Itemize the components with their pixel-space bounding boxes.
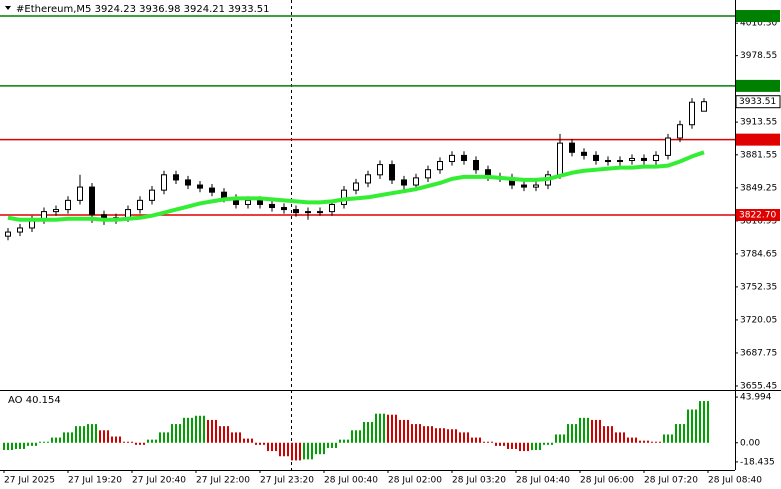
- current-price-label: 3933.51: [739, 97, 776, 107]
- candle-body: [377, 164, 383, 176]
- x-tick-label: 28 Jul 08:40: [708, 476, 762, 486]
- candle-body: [65, 199, 71, 211]
- y-tick-label: 3816.95: [740, 216, 777, 226]
- candle-body: [533, 184, 539, 188]
- candle-body: [461, 154, 467, 161]
- candle-body: [677, 124, 683, 139]
- x-tick-label: 28 Jul 00:40: [324, 476, 378, 486]
- x-tick-label: 28 Jul 07:20: [644, 476, 698, 486]
- candle-body: [353, 182, 359, 191]
- price-level-label-bg: [736, 10, 780, 23]
- y-tick-label: 3978.55: [740, 51, 777, 61]
- x-tick-label: 27 Jul 19:20: [68, 476, 122, 486]
- menu-arrow: [5, 6, 11, 10]
- y-tick-label: 3849.25: [740, 183, 777, 193]
- candle-body: [365, 174, 371, 184]
- candle-body: [629, 157, 635, 161]
- candle-body: [305, 211, 311, 214]
- x-tick-label: 28 Jul 04:40: [516, 476, 570, 486]
- candle-body: [161, 174, 167, 191]
- y-tick-label: 3913.55: [740, 118, 777, 128]
- candle-body: [665, 137, 671, 156]
- y-tick-label: 3881.55: [740, 150, 777, 160]
- candle-body: [281, 207, 287, 211]
- price-level-label: 3822.70: [739, 210, 776, 220]
- current-price-bg: [735, 95, 781, 109]
- x-tick-label: 27 Jul 20:40: [132, 476, 186, 486]
- indicator-title: AO 40.154: [8, 395, 61, 406]
- candle-body: [17, 227, 23, 233]
- candle-body: [581, 151, 587, 156]
- candle-body: [401, 179, 407, 186]
- candle-body: [329, 203, 335, 213]
- candle-body: [449, 154, 455, 163]
- y-tick-label: 3720.05: [740, 315, 777, 325]
- candle-body: [209, 187, 215, 193]
- candle-body: [125, 209, 131, 219]
- indicator-y-tick-label: 43.994: [740, 393, 772, 403]
- candle-body: [269, 203, 275, 209]
- candle-body: [293, 209, 299, 214]
- x-tick-label: 28 Jul 02:00: [388, 476, 442, 486]
- candle-body: [617, 159, 623, 163]
- candle-body: [437, 161, 443, 171]
- candle-body: [653, 154, 659, 161]
- candle-body: [317, 211, 323, 214]
- candle-body: [701, 101, 707, 112]
- candle-body: [245, 199, 251, 205]
- candle-body: [473, 159, 479, 171]
- x-tick-label: 28 Jul 06:00: [580, 476, 634, 486]
- y-tick-label: 3687.75: [740, 348, 777, 358]
- candle-body: [425, 169, 431, 179]
- candle-body: [185, 179, 191, 186]
- candle-body: [641, 157, 647, 161]
- indicator-y-tick-label: -18.435: [740, 457, 775, 467]
- y-tick-label: 4010.30: [740, 19, 777, 29]
- candle-body: [413, 177, 419, 186]
- candle-body: [521, 184, 527, 188]
- candle-body: [149, 189, 155, 201]
- candle-body: [173, 174, 179, 181]
- candle-body: [89, 186, 95, 216]
- chart-title: #Ethereum,M5 3924.23 3936.98 3924.21 393…: [16, 4, 270, 15]
- candle-body: [689, 101, 695, 126]
- candle-body: [197, 184, 203, 189]
- x-tick-label: 27 Jul 23:20: [260, 476, 314, 486]
- price-level-label-bg: [736, 133, 780, 146]
- x-tick-label: 27 Jul 22:00: [196, 476, 250, 486]
- candle-body: [569, 142, 575, 153]
- moving-average: [7, 150, 705, 222]
- candle-body: [77, 186, 83, 201]
- x-tick-label: 27 Jul 2025: [4, 476, 55, 486]
- candle-body: [53, 209, 59, 213]
- candle-body: [593, 154, 599, 161]
- price-level-label-bg: [736, 208, 780, 221]
- y-tick-label: 3752.35: [740, 282, 777, 292]
- candle-body: [557, 142, 563, 176]
- candle-body: [605, 159, 611, 163]
- price-level-label-bg: [736, 79, 780, 92]
- candle-body: [5, 231, 11, 237]
- y-tick-label: 3655.45: [740, 381, 777, 391]
- y-tick-label: 3784.65: [740, 249, 777, 259]
- candle-body: [389, 164, 395, 181]
- candle-body: [137, 199, 143, 211]
- x-tick-label: 28 Jul 03:20: [452, 476, 506, 486]
- candle-body: [257, 199, 263, 205]
- indicator-y-tick-label: 0.00: [740, 438, 760, 448]
